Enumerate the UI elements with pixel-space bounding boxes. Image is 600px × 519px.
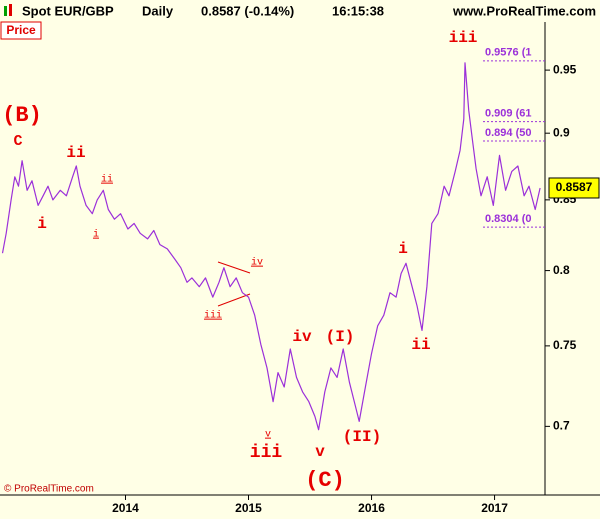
price-line (1, 62, 541, 431)
level-label: 0.894 (50 (485, 127, 531, 139)
wave-label: ii (411, 336, 430, 354)
wave-label: iii (449, 29, 478, 47)
frequency: Daily (142, 3, 174, 18)
wave-label: (B) (2, 103, 42, 128)
copyright: © ProRealTime.com (4, 484, 94, 495)
source: www.ProRealTime.com (452, 3, 596, 18)
wave-label: i (93, 229, 99, 241)
x-tick-label: 2014 (112, 501, 139, 515)
level-label: 0.9576 (1 (485, 47, 531, 59)
wave-label: (II) (343, 428, 381, 446)
logo-candle (9, 4, 12, 16)
wave-label: i (37, 215, 47, 233)
time: 16:15:38 (332, 3, 384, 18)
last-price-box (548, 177, 600, 199)
x-tick-label: 2015 (235, 501, 262, 515)
level-label: 0.909 (61 (485, 107, 531, 119)
wave-label: (C) (305, 468, 345, 493)
wave-label: ii (101, 174, 113, 186)
logo-candle (4, 6, 7, 16)
y-tick-label: 0.7 (553, 419, 570, 433)
wave-label: iv (251, 257, 263, 269)
y-tick-label: 0.9 (553, 125, 570, 139)
panel-label: Price (6, 23, 36, 37)
y-tick-label: 0.75 (553, 338, 577, 352)
triangle-line (217, 293, 251, 307)
wave-label: ii (66, 144, 85, 162)
level-label: 0.8304 (0 (485, 213, 531, 225)
wave-label: C (13, 133, 22, 150)
y-tick-label: 0.95 (553, 62, 577, 76)
triangle-line (217, 261, 251, 274)
wave-label: v (315, 443, 325, 461)
wave-label: iv (292, 328, 312, 346)
panel-label-box (0, 21, 42, 40)
wave-label: iii (250, 443, 283, 463)
chart-title: Spot EUR/GBP (22, 3, 114, 18)
x-tick-label: 2016 (358, 501, 385, 515)
wave-label: iii (204, 310, 222, 322)
wave-label: v (265, 430, 271, 441)
last-price-label: 0.8587 (556, 180, 593, 194)
wave-label: (I) (326, 328, 355, 346)
x-tick-label: 2017 (481, 501, 508, 515)
y-tick-label: 0.8 (553, 263, 570, 277)
quote: 0.8587 (-0.14%) (201, 3, 294, 18)
wave-label: i (398, 240, 408, 258)
